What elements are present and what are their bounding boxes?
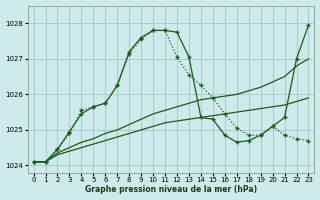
X-axis label: Graphe pression niveau de la mer (hPa): Graphe pression niveau de la mer (hPa) bbox=[85, 185, 257, 194]
